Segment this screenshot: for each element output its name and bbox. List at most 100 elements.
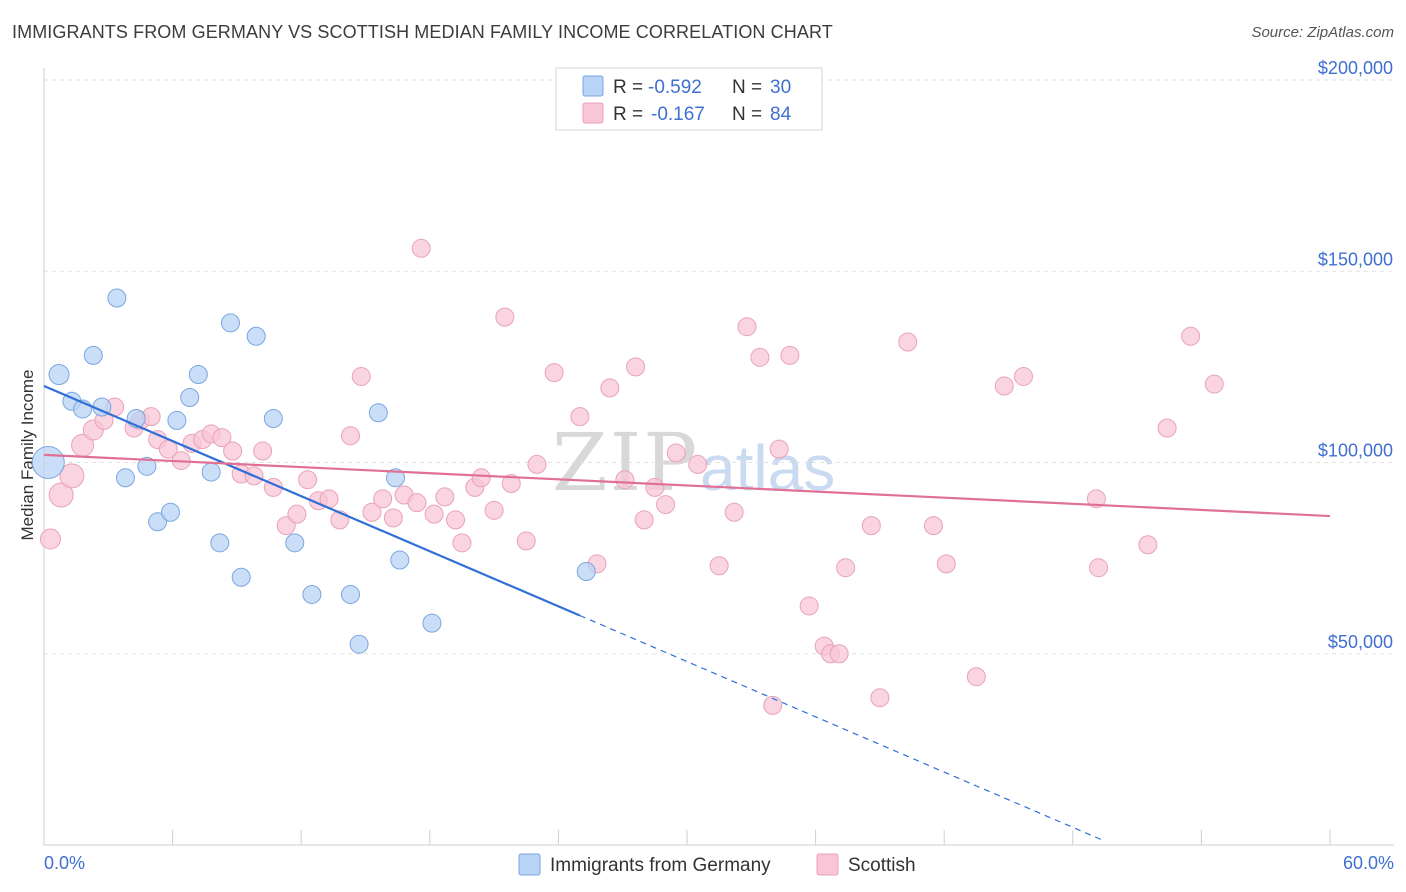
scottish-point-74 — [936, 554, 956, 574]
scottish-point-75 — [966, 667, 986, 687]
germany-point-4 — [83, 345, 103, 365]
scottish-point-37 — [435, 487, 455, 507]
scottish-point-77 — [1014, 366, 1034, 386]
scottish-point-16 — [212, 428, 232, 448]
x-tick-label-min: 0.0% — [44, 853, 85, 873]
legend-r-label-2: R = — [613, 104, 643, 125]
germany-point-28 — [422, 613, 442, 633]
y-tick-label-3: $200,000 — [1318, 58, 1393, 78]
scottish-point-32 — [383, 508, 403, 528]
scottish-point-23 — [287, 504, 307, 524]
scottish-point-29 — [351, 366, 371, 386]
germany-point-17 — [220, 313, 240, 333]
scottish-point-55 — [656, 495, 676, 515]
scottish-point-82 — [1181, 326, 1201, 346]
y-tick-label-2: $150,000 — [1318, 249, 1393, 269]
scottish-point-45 — [516, 531, 536, 551]
legend-r-value-2: -0.167 — [651, 104, 705, 125]
germany-point-7 — [115, 468, 135, 488]
scottish-point-70 — [861, 516, 881, 536]
germany-trend-line-extension — [579, 614, 1106, 842]
scottish-point-43 — [495, 307, 515, 327]
scottish-point-39 — [452, 533, 472, 553]
germany-point-15 — [201, 462, 221, 482]
scottish-point-59 — [724, 502, 744, 522]
scottish-point-80 — [1138, 535, 1158, 555]
germany-point-13 — [180, 387, 200, 407]
x-tick-label-max: 60.0% — [1343, 853, 1394, 873]
legend-n-label-1: N = — [732, 77, 762, 98]
germany-point-9 — [137, 456, 157, 476]
y-axis-tick-labels: $50,000 $100,000 $150,000 $200,000 — [1318, 58, 1393, 652]
scottish-point-68 — [829, 644, 849, 664]
source-credit: Source: ZipAtlas.com — [1251, 24, 1394, 41]
scottish-point-47 — [544, 363, 564, 383]
legend-r-label-1: R = — [613, 77, 643, 98]
germany-point-24 — [349, 634, 369, 654]
legend-n-label-2: N = — [732, 104, 762, 125]
scottish-point-41 — [471, 468, 491, 488]
scottish-point-58 — [709, 556, 729, 576]
germany-point-20 — [263, 409, 283, 429]
scottish-point-20 — [253, 441, 273, 461]
scottish-points — [39, 238, 1224, 715]
germany-point-27 — [390, 550, 410, 570]
scottish-point-24 — [298, 470, 318, 490]
bottom-legend-label-scottish: Scottish — [848, 855, 916, 876]
scottish-trend-line — [43, 453, 1331, 518]
chart-title: IMMIGRANTS FROM GERMANY VS SCOTTISH MEDI… — [12, 22, 833, 42]
legend-swatch-germany — [582, 75, 604, 97]
germany-points — [31, 288, 596, 654]
scottish-point-63 — [769, 439, 789, 459]
scottish-point-61 — [750, 347, 770, 367]
scottish-point-76 — [994, 376, 1014, 396]
scottish-point-60 — [737, 317, 757, 337]
scottish-point-28 — [340, 426, 360, 446]
scottish-point-35 — [411, 238, 431, 258]
scottish-point-79 — [1089, 558, 1109, 578]
germany-point-19 — [246, 326, 266, 346]
germany-point-0 — [31, 446, 65, 479]
bottom-legend-swatch-germany — [518, 853, 541, 876]
bottom-legend-label-germany: Immigrants from Germany — [550, 855, 771, 876]
scottish-point-51 — [615, 470, 635, 490]
scottish-point-62 — [763, 695, 783, 715]
y-tick-label-1: $100,000 — [1318, 441, 1393, 461]
bottom-legend-swatch-scottish — [816, 853, 839, 876]
scottish-point-31 — [373, 489, 393, 509]
germany-point-23 — [340, 584, 360, 604]
germany-point-22 — [302, 584, 322, 604]
watermark: ZIP atlas — [552, 416, 835, 509]
watermark-zip: ZIP — [552, 416, 699, 509]
scottish-point-44 — [501, 474, 521, 494]
germany-point-21 — [285, 533, 305, 553]
y-axis-label: Median Family Income — [18, 369, 37, 540]
scottish-point-81 — [1157, 418, 1177, 438]
germany-point-25 — [368, 403, 388, 423]
scottish-point-50 — [600, 378, 620, 398]
germany-point-14 — [188, 365, 208, 385]
scottish-point-56 — [666, 443, 686, 463]
germany-point-29 — [576, 562, 596, 582]
scottish-point-83 — [1204, 374, 1224, 394]
legend-n-value-2: 84 — [770, 104, 792, 125]
scottish-point-57 — [688, 454, 708, 474]
scottish-point-73 — [923, 516, 943, 536]
trend-lines — [43, 384, 1331, 842]
scottish-point-78 — [1086, 489, 1106, 509]
germany-point-1 — [48, 364, 70, 386]
watermark-atlas: atlas — [700, 432, 835, 504]
scottish-point-64 — [780, 345, 800, 365]
scottish-point-17 — [223, 441, 243, 461]
series-legend: Immigrants from Germany Scottish — [518, 853, 916, 876]
scottish-point-0 — [39, 528, 61, 550]
scottish-point-46 — [527, 454, 547, 474]
germany-point-18 — [231, 567, 251, 587]
legend-swatch-scottish — [582, 102, 604, 124]
legend-n-value-1: 30 — [770, 77, 791, 98]
germany-point-6 — [107, 288, 127, 308]
germany-trend-line — [43, 384, 581, 617]
germany-point-26 — [386, 468, 406, 488]
scottish-point-72 — [898, 332, 918, 352]
